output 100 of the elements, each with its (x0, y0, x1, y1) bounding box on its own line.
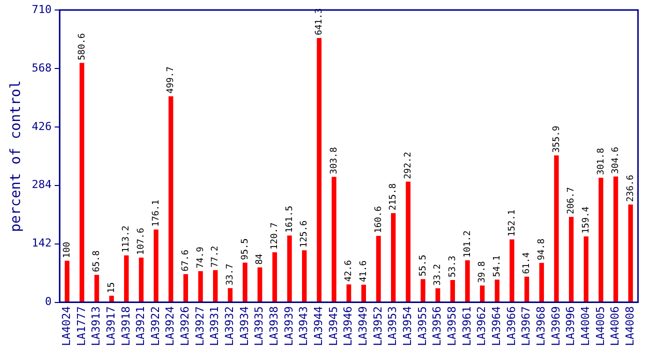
x-tick-label: LA3927 (193, 306, 206, 346)
data-label: 41.6 (359, 260, 370, 282)
x-tick-label: LA3967 (520, 306, 533, 346)
data-label: 77.2 (210, 246, 221, 268)
bar (109, 296, 114, 302)
data-label: 101.2 (462, 230, 473, 258)
bar (554, 155, 559, 302)
data-label: 152.1 (507, 210, 518, 237)
x-tick-label: LA3969 (549, 306, 562, 346)
data-label: 355.9 (552, 126, 562, 153)
x-tick-label: LA3996 (564, 306, 578, 346)
x-tick-label: LA4004 (578, 306, 592, 346)
x-tick-label: LA3935 (252, 306, 266, 346)
bar (272, 252, 278, 302)
bar (316, 38, 322, 302)
bar (628, 204, 633, 302)
y-tick-label: 0 (45, 295, 52, 308)
bar (390, 213, 396, 302)
data-label: 236.6 (626, 174, 636, 202)
y-tick-label: 426 (32, 120, 52, 133)
bar (124, 255, 129, 302)
data-label: 84 (255, 254, 266, 265)
x-tick-label: LA3953 (386, 306, 400, 346)
y-axis-title: percent of control (8, 80, 24, 232)
data-label: 292.2 (403, 152, 414, 179)
bar (494, 280, 500, 302)
bar (287, 235, 292, 302)
bar (198, 271, 203, 302)
data-label: 54.1 (492, 255, 502, 277)
data-label: 161.5 (284, 206, 295, 233)
data-label: 39.8 (478, 261, 488, 283)
bar (228, 288, 233, 302)
bar (524, 276, 530, 302)
x-tick-label: LA3932 (223, 306, 236, 346)
data-label: 55.5 (418, 254, 428, 276)
data-label: 15 (106, 282, 117, 294)
data-label: 100 (62, 242, 72, 258)
data-label: 303.8 (329, 147, 340, 174)
data-label: 65.8 (92, 250, 102, 272)
data-label: 215.8 (388, 183, 399, 210)
bar (465, 260, 470, 302)
bar (361, 284, 366, 302)
bar (376, 236, 381, 302)
bar (510, 239, 514, 302)
bar (613, 176, 618, 302)
x-tick-label: LA1777 (74, 306, 88, 346)
x-tick-label: LA3945 (326, 306, 340, 346)
x-tick-label: LA4005 (594, 306, 607, 346)
data-label: 580.6 (77, 33, 88, 60)
bar (332, 176, 336, 302)
data-label: 113.2 (122, 226, 132, 253)
y-tick-label: 142 (32, 236, 52, 250)
data-label: 74.9 (196, 246, 206, 268)
bar (302, 250, 307, 302)
data-label: 94.8 (536, 238, 547, 260)
x-tick-label: LA3955 (416, 306, 429, 346)
x-tick-label: LA3922 (148, 306, 162, 346)
bar (94, 274, 100, 302)
bar (539, 262, 544, 302)
x-tick-label: LA3924 (164, 306, 177, 346)
bar (450, 280, 455, 302)
x-tick-label: LA3949 (356, 306, 370, 346)
x-tick-label: LA3966 (504, 306, 518, 346)
bar (242, 262, 248, 302)
data-label: 160.6 (374, 206, 384, 234)
bar (346, 284, 352, 302)
y-tick-label: 284 (32, 178, 52, 192)
x-tick-label: LA3944 (312, 306, 326, 346)
bar (584, 236, 588, 302)
x-tick-label: LA3938 (268, 306, 281, 346)
data-label: 42.6 (344, 260, 354, 282)
bar (598, 178, 604, 302)
bar (568, 216, 574, 302)
data-label: 125.6 (300, 220, 310, 248)
bar (183, 274, 188, 302)
data-label: 95.5 (240, 238, 250, 260)
data-label: 499.7 (166, 66, 176, 94)
bar (435, 288, 440, 302)
data-label: 304.6 (611, 146, 622, 174)
bar (154, 229, 158, 302)
bar (406, 182, 410, 302)
x-tick-label: LA3968 (534, 306, 548, 346)
x-tick-label: LA3918 (119, 306, 132, 346)
data-label: 120.7 (270, 222, 280, 250)
x-tick-label: LA3964 (490, 306, 503, 346)
x-tick-label: LA4024 (60, 306, 73, 346)
bar (138, 258, 144, 302)
data-label: 33.2 (433, 264, 444, 286)
x-tick-label: LA3939 (282, 306, 296, 346)
x-tick-label: LA3934 (238, 306, 251, 346)
x-tick-label: LA3926 (178, 306, 192, 346)
x-tick-label: LA3961 (460, 306, 474, 346)
x-tick-label: LA4006 (608, 306, 622, 346)
x-tick-label: LA3954 (401, 306, 414, 346)
data-label: 61.4 (522, 252, 532, 274)
data-label: 301.8 (596, 148, 606, 176)
x-tick-label: LA3958 (445, 306, 458, 346)
data-label: 53.3 (448, 256, 458, 278)
data-label: 206.7 (566, 187, 577, 214)
y-tick-label: 568 (32, 61, 52, 74)
